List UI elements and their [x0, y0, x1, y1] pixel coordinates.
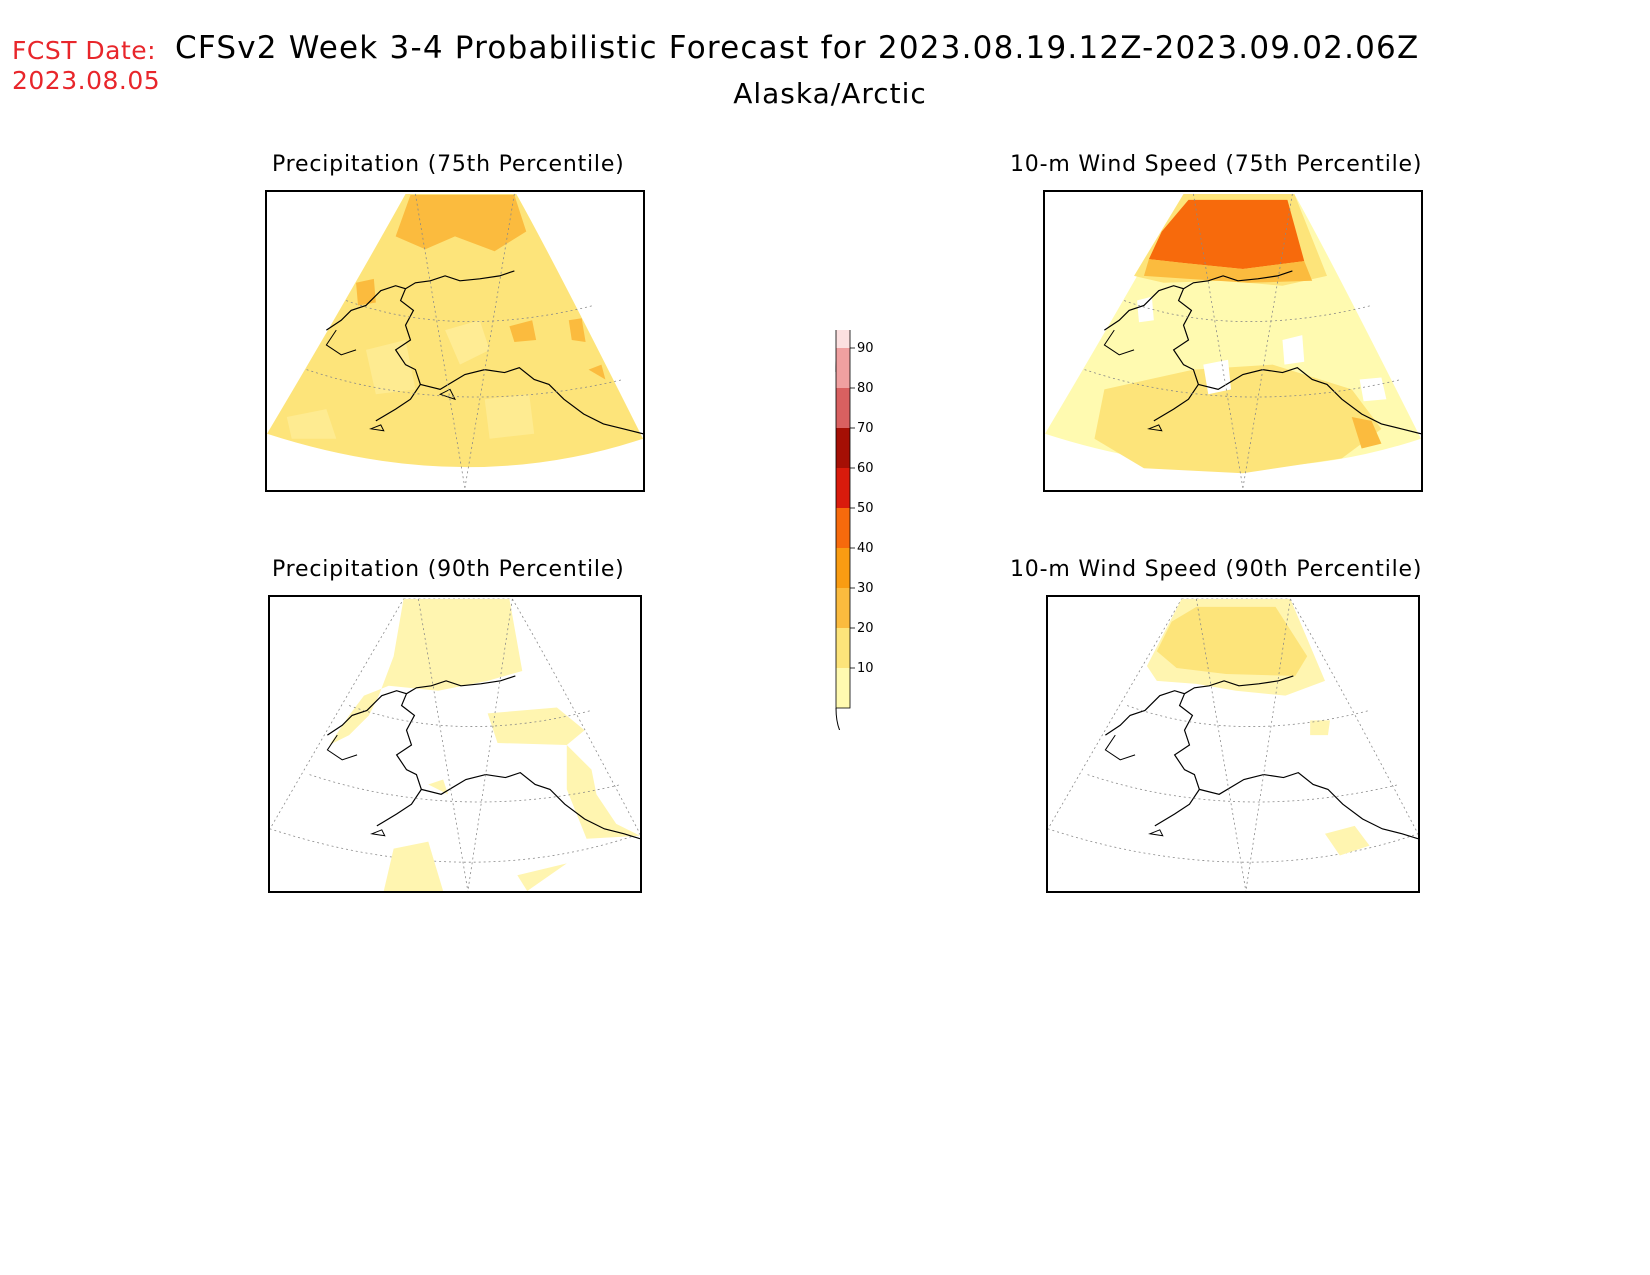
probability-area-10-20: [329, 598, 523, 745]
coastline: [1104, 734, 1136, 761]
coastline: [326, 270, 643, 435]
map-domain-outline: [270, 598, 640, 863]
colorbar-bin: [836, 628, 850, 668]
probability-area-10-20: [484, 394, 535, 439]
map-wind-75: [1043, 190, 1423, 492]
coastline: [438, 388, 456, 401]
probability-area-40-50: [1148, 199, 1305, 269]
probability-area-below-10: [1282, 335, 1305, 365]
probability-area-below-10: [1137, 296, 1154, 323]
coastline: [325, 329, 357, 356]
colorbar-legend: 10 20 30 40 50 60 70 80 90: [835, 330, 874, 730]
coastline: [1148, 829, 1164, 837]
colorbar-level-label: 10: [857, 661, 874, 676]
map-wind-90: [1046, 595, 1420, 893]
coastline: [327, 675, 640, 840]
colorbar-bottom-cap: [835, 707, 841, 730]
colorbar-bin: [836, 588, 850, 628]
probability-area-10-20: [1310, 720, 1330, 736]
colorbar-level-label: 50: [857, 501, 874, 516]
coastline: [370, 829, 386, 837]
panel-title-wind-75: 10-m Wind Speed (75th Percentile): [1010, 152, 1423, 177]
colorbar-bin: [836, 388, 850, 428]
probability-area-10-20: [365, 340, 416, 395]
forecast-date-value: 2023.08.05: [12, 66, 161, 95]
colorbar-bin: [836, 348, 850, 388]
colorbar-bin: [836, 508, 850, 548]
probability-area-10-20: [517, 863, 567, 891]
colorbar-labels: 10 20 30 40 50 60 70 80 90: [850, 341, 874, 676]
colorbar-level-label: 90: [857, 341, 874, 356]
map-domain-outline: [1048, 598, 1418, 863]
probability-area-10-20: [428, 779, 449, 795]
colorbar-bin: [836, 468, 850, 508]
coastline: [1103, 329, 1135, 356]
colorbar-bin: [836, 428, 850, 468]
probability-area-30-40: [1351, 416, 1382, 449]
coastline: [326, 734, 358, 761]
probability-area-20-30: [1094, 364, 1382, 474]
probability-area-30-40: [395, 194, 527, 252]
graticule: [1087, 598, 1400, 891]
map-precip-90: [268, 595, 642, 893]
graticule: [309, 598, 622, 891]
colorbar-level-label: 80: [857, 381, 874, 396]
probability-area-30-40: [588, 364, 606, 380]
colorbar-level-label: 70: [857, 421, 874, 436]
coastline: [1104, 270, 1421, 435]
panel-title-wind-90: 10-m Wind Speed (90th Percentile): [1010, 557, 1423, 582]
coastline: [1147, 424, 1163, 432]
panel-title-precip-90: Precipitation (90th Percentile): [272, 557, 625, 582]
coastline: [1105, 675, 1418, 840]
forecast-date-label: FCST Date:: [12, 36, 157, 65]
colorbar-bin: [836, 548, 850, 588]
colorbar-level-label: 60: [857, 461, 874, 476]
colorbar-bin: [836, 330, 850, 348]
coastline: [369, 424, 385, 432]
colorbar-level-label: 30: [857, 581, 874, 596]
region-subtitle: Alaska/Arctic: [733, 77, 927, 110]
probability-area-10-20: [1325, 825, 1370, 856]
probability-area-10-20: [445, 320, 490, 365]
colorbar-level-label: 20: [857, 621, 874, 636]
page-title: CFSv2 Week 3-4 Probabilistic Forecast fo…: [175, 30, 1420, 66]
probability-area-30-40: [509, 320, 537, 342]
colorbar-level-label: 40: [857, 541, 874, 556]
probability-area-10-20: [566, 744, 640, 839]
probability-area-10-20: [487, 707, 585, 745]
colorbar-bin: [836, 668, 850, 708]
probability-area-30-40: [356, 278, 376, 306]
probability-area-below-10: [1359, 377, 1387, 402]
probability-area-10-20: [286, 409, 337, 439]
probability-area-20-30: [1156, 606, 1308, 676]
probability-area-10-20: [383, 841, 444, 891]
probability-area-30-40: [568, 318, 586, 342]
panel-title-precip-75: Precipitation (75th Percentile): [272, 152, 625, 177]
colorbar-bins: [835, 330, 851, 709]
forecast-date-block: FCST Date: 2023.08.05: [12, 36, 160, 96]
map-precip-75: [265, 190, 645, 492]
